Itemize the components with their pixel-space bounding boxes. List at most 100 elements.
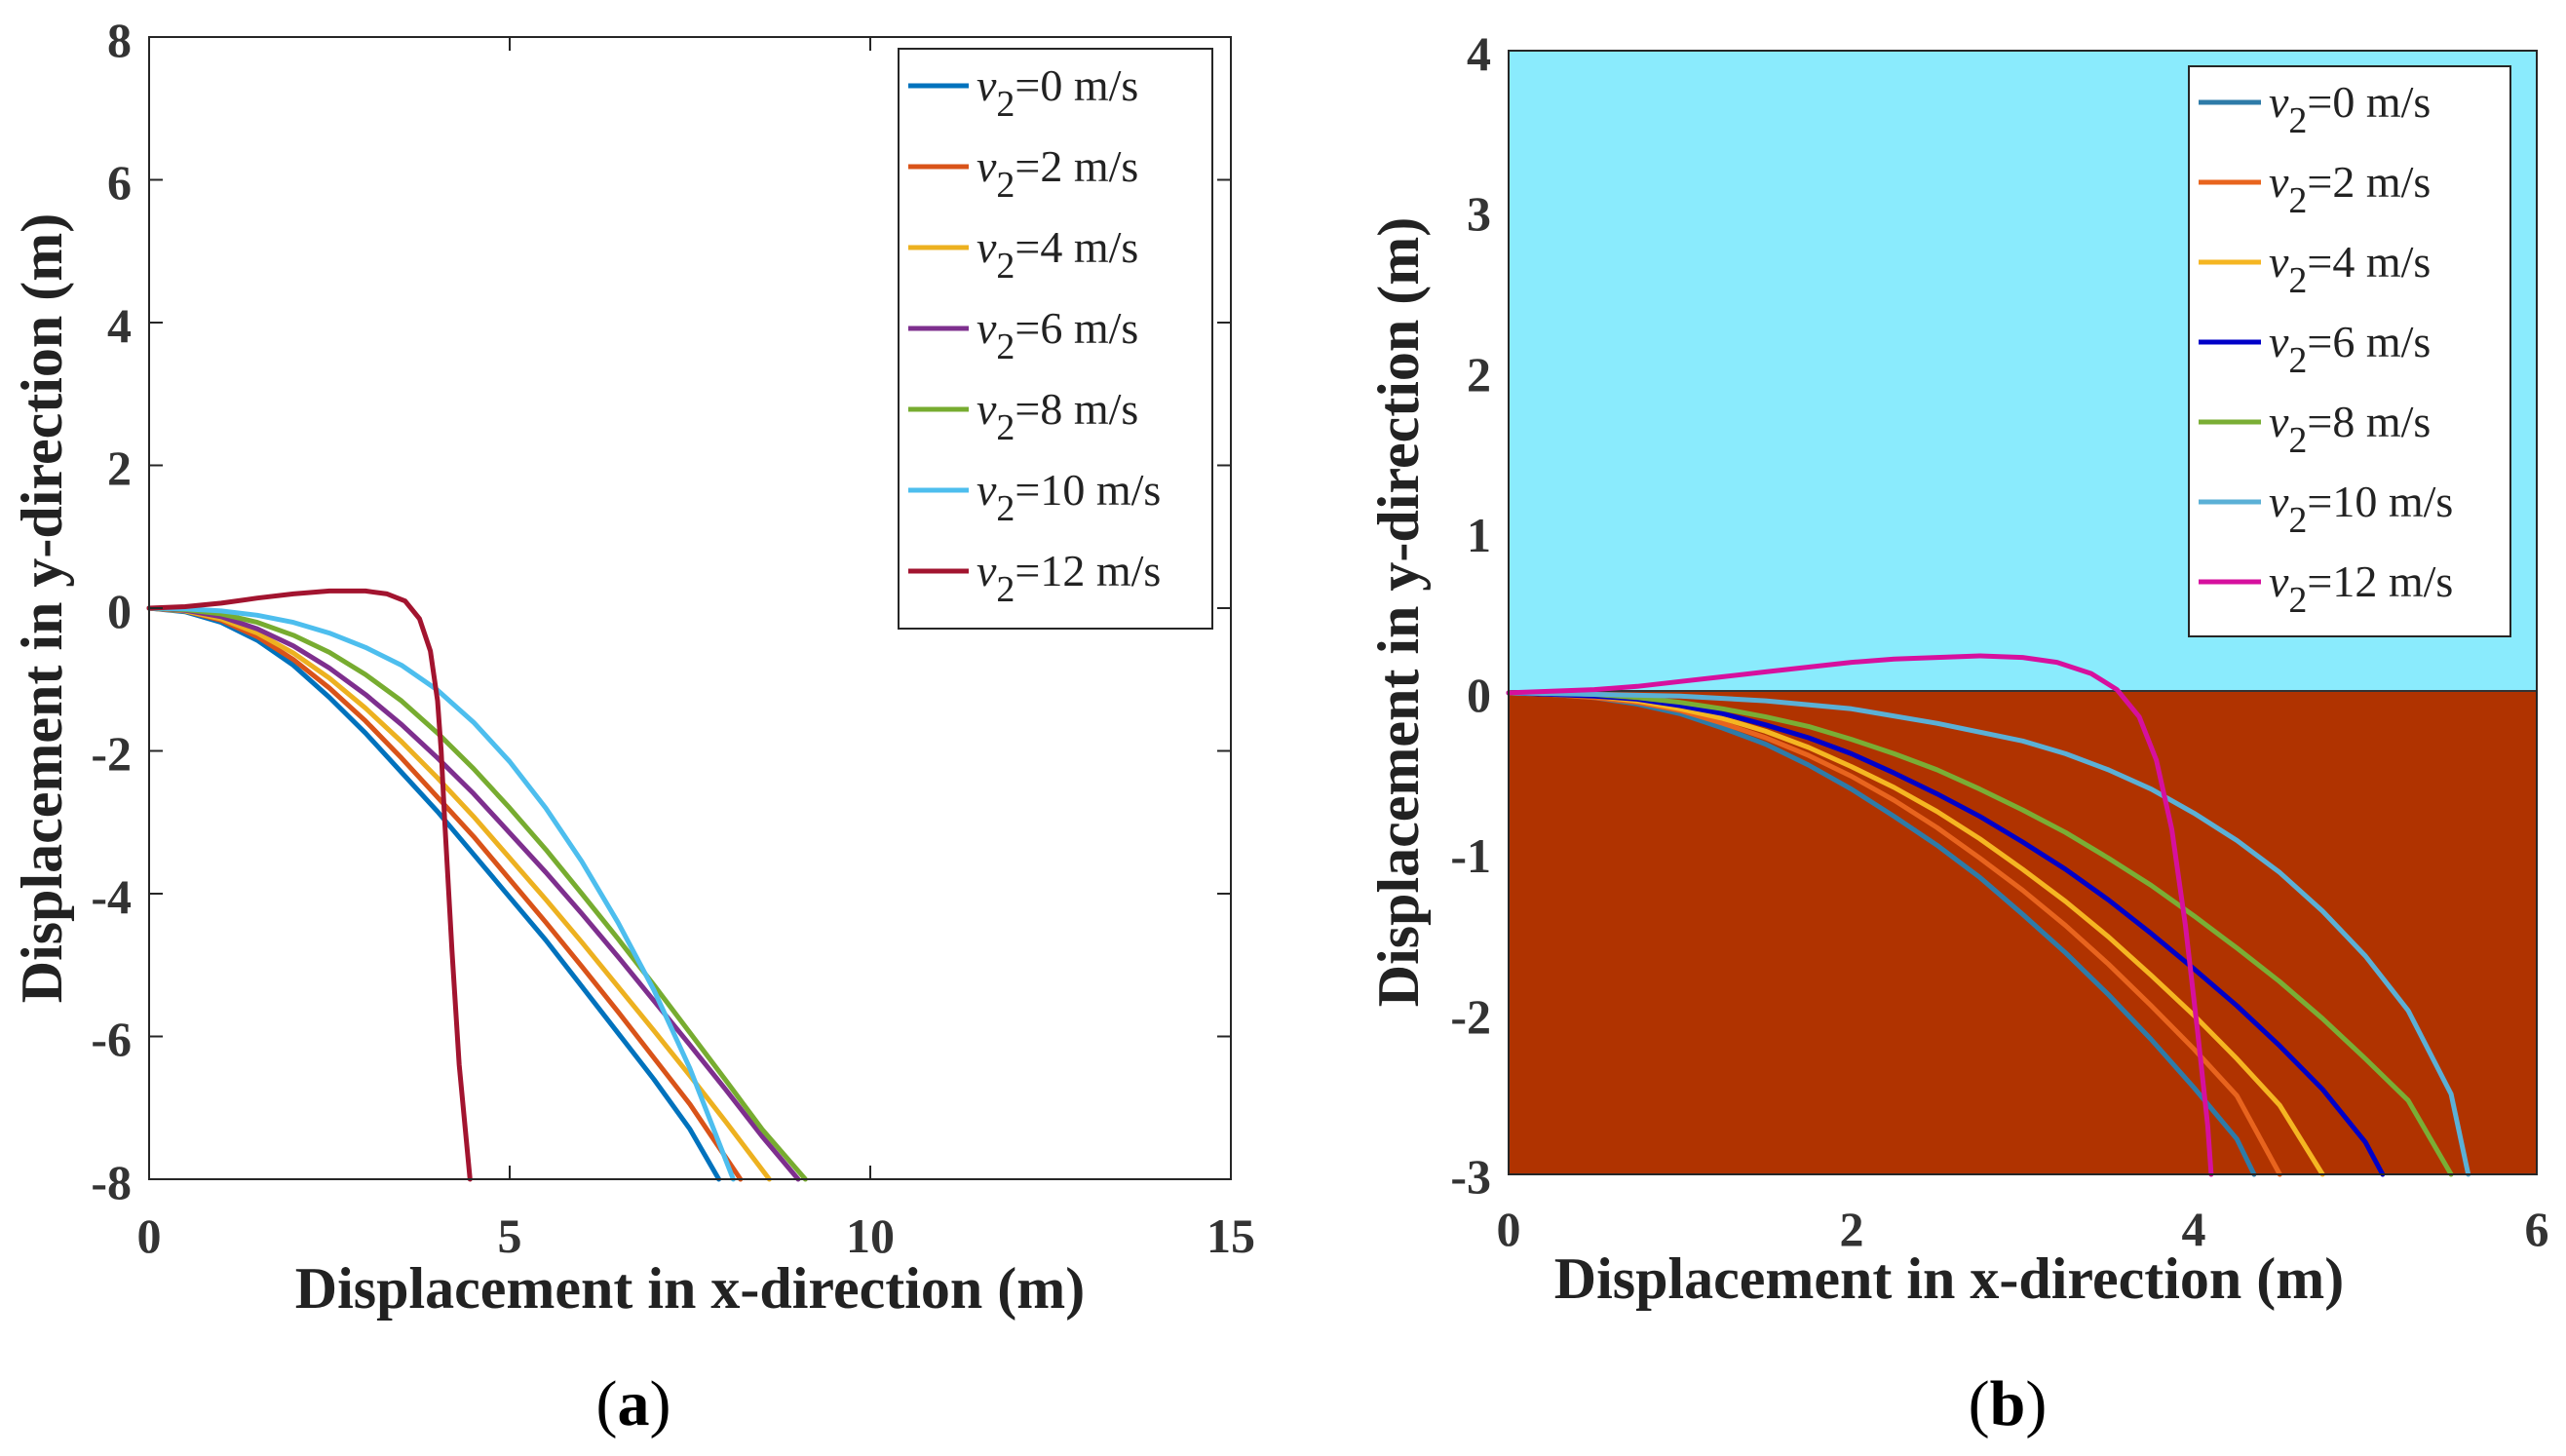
- series-line-0ms: [146, 605, 722, 1182]
- x-tick-label: 0: [1497, 1202, 1521, 1256]
- legend-sub: 2: [2288, 420, 2307, 461]
- legend-sub: 2: [996, 488, 1015, 529]
- legend-a: v2=0 m/sv2=2 m/sv2=4 m/sv2=6 m/sv2=8 m/s…: [898, 48, 1213, 630]
- legend-label: v2=6 m/s: [2269, 317, 2431, 381]
- legend-rest: =8 m/s: [1015, 384, 1138, 434]
- legend-sub: 2: [2288, 180, 2307, 221]
- legend-item: v2=0 m/s: [2199, 77, 2431, 141]
- legend-var: v: [2269, 397, 2289, 446]
- legend-var: v: [2269, 237, 2289, 287]
- legend-label: v2=0 m/s: [977, 60, 1138, 125]
- legend-box-a: [898, 48, 1213, 630]
- y-tick-labels-b: 4 3 2 1 0 -1 -2 -3: [1450, 26, 1491, 1204]
- legend-var: v: [2269, 157, 2289, 207]
- legend-label: v2=6 m/s: [977, 303, 1138, 367]
- legend-label: v2=2 m/s: [977, 141, 1138, 206]
- legend-var: v: [2269, 317, 2289, 366]
- legend-var: v: [2269, 477, 2289, 526]
- legend-item: v2=6 m/s: [2199, 317, 2431, 381]
- legend-rest: =0 m/s: [1015, 60, 1138, 110]
- legend-item: v2=12 m/s: [2199, 556, 2453, 621]
- legend-item: v2=4 m/s: [908, 222, 1138, 287]
- x-tick-label: 4: [2182, 1202, 2206, 1256]
- legend-rest: =10 m/s: [2307, 477, 2453, 526]
- y-tick-label: 0: [1467, 668, 1491, 722]
- legend-label: v2=10 m/s: [2269, 477, 2453, 541]
- x-tick-label: 0: [137, 1208, 162, 1263]
- legend-item: v2=10 m/s: [908, 465, 1161, 529]
- chart-panel-b: 4 3 2 1 0 -1 -2 -3 0 2 4 6 Displacement …: [1366, 26, 2549, 1439]
- x-axis-label-a: Displacement in x-direction (m): [295, 1256, 1085, 1321]
- legend-label: v2=8 m/s: [2269, 397, 2431, 461]
- series-line-8ms: [146, 605, 808, 1182]
- legend-rest: =4 m/s: [2307, 237, 2431, 287]
- legend-sub: 2: [996, 165, 1015, 206]
- y-tick-label: 2: [1467, 347, 1491, 402]
- y-tick-label: -3: [1450, 1149, 1491, 1204]
- x-tick-labels-b: 0 2 4 6: [1497, 1202, 2549, 1256]
- legend-sub: 2: [996, 246, 1015, 287]
- legend-var: v: [2269, 77, 2289, 127]
- legend-rest: =6 m/s: [2307, 317, 2431, 366]
- legend-rest: =0 m/s: [2307, 77, 2431, 127]
- y-tick-label: 4: [1467, 26, 1491, 81]
- legend-sub: 2: [2288, 260, 2307, 301]
- legend-var: v: [977, 60, 997, 110]
- legend-label: v2=12 m/s: [977, 546, 1161, 610]
- legend-var: v: [977, 384, 997, 434]
- x-tick-label: 6: [2525, 1202, 2549, 1256]
- legend-sub: 2: [996, 326, 1015, 367]
- legend-rest: =4 m/s: [1015, 222, 1138, 272]
- legend-sub: 2: [996, 569, 1015, 610]
- y-tick-label: -8: [91, 1155, 132, 1209]
- legend-var: v: [977, 141, 997, 191]
- x-tick-label: 5: [498, 1208, 522, 1263]
- legend-item: v2=0 m/s: [908, 60, 1138, 125]
- series-line-4ms: [146, 605, 772, 1182]
- y-tick-label: 4: [107, 298, 132, 353]
- legend-item: v2=8 m/s: [2199, 397, 2431, 461]
- series-line-12ms: [1506, 653, 2214, 1177]
- legend-var: v: [2269, 556, 2289, 606]
- chart-panel-a: 8 6 4 2 0 -2 -4 -6 -8 0 5 10 15 Displace…: [10, 13, 1255, 1439]
- x-tick-label: 2: [1840, 1202, 1864, 1256]
- y-tick-label: -6: [91, 1012, 132, 1066]
- x-axis-label-b: Displacement in x-direction (m): [1554, 1246, 2344, 1311]
- legend-label: v2=2 m/s: [2269, 157, 2431, 221]
- legend-b: v2=0 m/sv2=2 m/sv2=4 m/sv2=6 m/sv2=8 m/s…: [2188, 65, 2511, 637]
- tick-marks-a: [148, 36, 1232, 1180]
- series-line-12ms: [146, 588, 473, 1182]
- x-tick-label: 10: [846, 1208, 895, 1263]
- panel-letter-a: a: [618, 1368, 650, 1439]
- legend-item: v2=10 m/s: [2199, 477, 2453, 541]
- series-lines-b: [1506, 653, 2471, 1177]
- legend-label: v2=8 m/s: [977, 384, 1138, 448]
- legend-sub: 2: [2288, 580, 2307, 621]
- y-tick-label: 0: [107, 584, 132, 638]
- series-line-8ms: [1506, 690, 2454, 1177]
- legend-item: v2=8 m/s: [908, 384, 1138, 448]
- y-axis-label-a: Displacement in y-direction (m): [10, 213, 74, 1003]
- y-tick-label: 3: [1467, 186, 1491, 241]
- y-tick-label: -1: [1450, 828, 1491, 883]
- legend-sub: 2: [2288, 100, 2307, 141]
- legend-box-b: [2188, 65, 2511, 637]
- x-tick-label: 15: [1206, 1208, 1255, 1263]
- legend-rest: =12 m/s: [1015, 546, 1161, 595]
- series-lines-a: [146, 588, 808, 1182]
- y-tick-labels-a: 8 6 4 2 0 -2 -4 -6 -8: [91, 13, 132, 1209]
- legend-item: v2=6 m/s: [908, 303, 1138, 367]
- legend-var: v: [977, 465, 997, 515]
- legend-rest: =8 m/s: [2307, 397, 2431, 446]
- y-tick-label: 8: [107, 13, 132, 67]
- legend-sub: 2: [2288, 500, 2307, 541]
- legend-rest: =12 m/s: [2307, 556, 2453, 606]
- legend-var: v: [977, 222, 997, 272]
- legend-rest: =6 m/s: [1015, 303, 1138, 353]
- legend-label: v2=4 m/s: [977, 222, 1138, 287]
- legend-rest: =10 m/s: [1015, 465, 1161, 515]
- region-lower-b: [1509, 691, 2537, 1174]
- panel-letter-b: b: [1990, 1368, 2026, 1439]
- legend-var: v: [977, 546, 997, 595]
- y-tick-label: -4: [91, 869, 132, 924]
